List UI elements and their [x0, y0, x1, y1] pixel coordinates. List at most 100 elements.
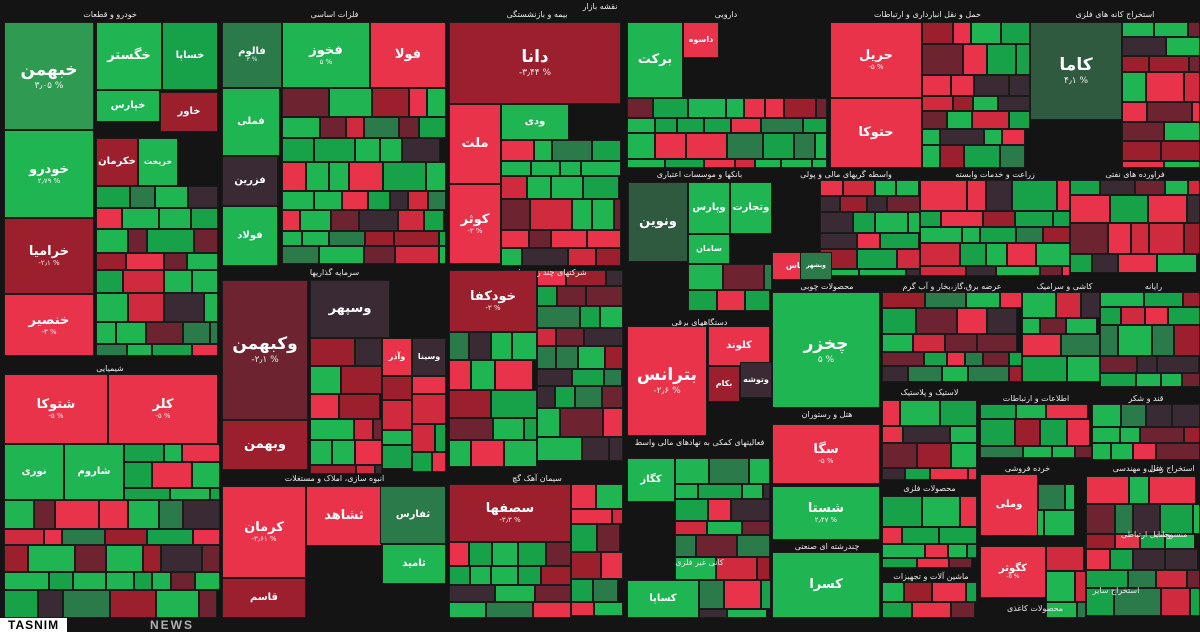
stock-tile-small[interactable] [917, 443, 951, 468]
stock-tile-small[interactable] [1062, 266, 1070, 276]
stock-tile-small[interactable] [501, 161, 531, 176]
stock-tile-small[interactable] [152, 344, 192, 356]
stock-tile-small[interactable] [882, 308, 916, 334]
stock-tile-small[interactable] [469, 332, 491, 360]
stock-tile-small[interactable] [1022, 318, 1040, 334]
stock-tile-small[interactable] [1165, 180, 1188, 195]
stock-tile-small[interactable] [688, 290, 717, 311]
stock-tile-small[interactable] [925, 292, 966, 308]
stock-tile-small[interactable] [73, 572, 106, 590]
stock-tile[interactable]: كرمان -۳٫۶۱ % [222, 486, 306, 578]
stock-tile-small[interactable] [1056, 292, 1081, 318]
stock-tile-small[interactable] [908, 212, 920, 233]
stock-tile-small[interactable] [537, 286, 557, 306]
stock-tile-small[interactable] [556, 328, 584, 346]
stock-tile-small[interactable] [164, 270, 192, 293]
stock-tile-small[interactable] [803, 118, 827, 133]
stock-tile-small[interactable] [1016, 44, 1030, 75]
stock-tile-small[interactable] [983, 352, 1009, 366]
stock-tile-small[interactable] [1067, 419, 1090, 446]
stock-tile-small[interactable] [164, 444, 182, 462]
stock-tile-small[interactable] [329, 88, 372, 117]
stock-tile-small[interactable] [727, 133, 763, 159]
stock-tile[interactable]: ونوين [628, 182, 688, 262]
stock-tile-small[interactable] [1081, 292, 1100, 318]
stock-tile-small[interactable] [556, 346, 578, 369]
stock-tile-small[interactable] [967, 544, 977, 558]
stock-tile-small[interactable] [947, 352, 965, 366]
stock-tile[interactable]: وملی [980, 474, 1038, 536]
stock-tile-small[interactable] [126, 253, 164, 270]
stock-tile-small[interactable] [812, 159, 827, 168]
stock-tile-small[interactable] [537, 386, 555, 408]
stock-tile-small[interactable] [627, 159, 665, 168]
stock-tile-small[interactable] [435, 424, 446, 452]
stock-tile[interactable]: سامان [688, 234, 730, 264]
stock-tile-small[interactable] [449, 440, 471, 467]
stock-tile-small[interactable] [960, 243, 986, 266]
stock-tile-small[interactable] [535, 585, 571, 602]
stock-tile-small[interactable] [882, 582, 904, 602]
stock-tile-small[interactable] [677, 118, 704, 133]
stock-tile-small[interactable] [551, 230, 587, 248]
stock-tile-small[interactable] [905, 468, 930, 480]
stock-tile-small[interactable] [449, 360, 471, 390]
stock-tile-small[interactable] [1016, 227, 1043, 243]
stock-tile-small[interactable] [1086, 534, 1115, 549]
stock-tile-small[interactable] [1118, 254, 1157, 273]
stock-tile-small[interactable] [1184, 72, 1200, 102]
stock-tile-small[interactable] [4, 529, 44, 545]
stock-tile-small[interactable] [310, 419, 354, 440]
stock-tile[interactable]: خراميا -۲٫۱ % [4, 218, 94, 294]
stock-tile-small[interactable] [1115, 534, 1140, 549]
stock-tile-small[interactable] [282, 117, 320, 138]
stock-tile-small[interactable] [980, 227, 1016, 243]
stock-tile-small[interactable] [1040, 419, 1067, 446]
stock-tile-small[interactable] [359, 210, 398, 231]
stock-tile-small[interactable] [449, 332, 469, 360]
stock-tile[interactable]: شستا ۲٫۴۷ % [772, 486, 880, 540]
stock-tile-small[interactable] [1108, 223, 1131, 254]
stock-tile-small[interactable] [128, 293, 164, 322]
stock-tile-small[interactable] [816, 98, 827, 118]
stock-tile-small[interactable] [1053, 211, 1070, 227]
stock-tile-small[interactable] [1007, 243, 1036, 266]
stock-tile-small[interactable] [966, 266, 996, 276]
stock-tile-small[interactable] [1156, 570, 1187, 588]
stock-tile-small[interactable] [557, 286, 586, 306]
stock-tile-small[interactable] [147, 229, 194, 253]
stock-tile-small[interactable] [1149, 476, 1196, 504]
stock-tile-small[interactable] [1044, 510, 1075, 536]
stock-tile-small[interactable] [582, 437, 609, 461]
stock-tile-small[interactable] [603, 408, 623, 437]
stock-tile-small[interactable] [614, 199, 621, 230]
stock-tile-small[interactable] [951, 75, 974, 96]
stock-tile-small[interactable] [875, 212, 908, 233]
stock-tile-small[interactable] [686, 133, 727, 159]
stock-tile-small[interactable] [314, 138, 355, 162]
stock-tile-small[interactable] [765, 98, 784, 118]
stock-tile-small[interactable] [941, 211, 983, 227]
stock-tile-small[interactable] [332, 440, 355, 465]
stock-tile-small[interactable] [882, 468, 905, 480]
stock-tile-small[interactable] [930, 468, 968, 480]
stock-tile-small[interactable] [4, 545, 28, 572]
stock-tile-small[interactable] [609, 437, 623, 461]
stock-tile-small[interactable] [882, 558, 917, 568]
stock-tile-small[interactable] [501, 140, 534, 161]
stock-tile-small[interactable] [38, 590, 63, 618]
stock-tile-small[interactable] [533, 602, 571, 618]
stock-tile-small[interactable] [675, 458, 709, 484]
stock-tile-small[interactable] [596, 248, 621, 266]
stock-tile-small[interactable] [1066, 318, 1097, 334]
stock-tile-small[interactable] [329, 231, 365, 246]
stock-tile-small[interactable] [395, 246, 439, 264]
stock-tile-small[interactable] [402, 138, 440, 162]
stock-tile[interactable]: وسپهر [310, 280, 390, 338]
stock-tile-small[interactable] [986, 243, 1007, 266]
stock-tile-small[interactable] [966, 582, 977, 602]
stock-tile[interactable]: فخوز ۵ % [282, 22, 370, 88]
stock-tile-small[interactable] [419, 117, 446, 138]
stock-tile-small[interactable] [49, 572, 73, 590]
stock-tile-small[interactable] [781, 159, 812, 168]
